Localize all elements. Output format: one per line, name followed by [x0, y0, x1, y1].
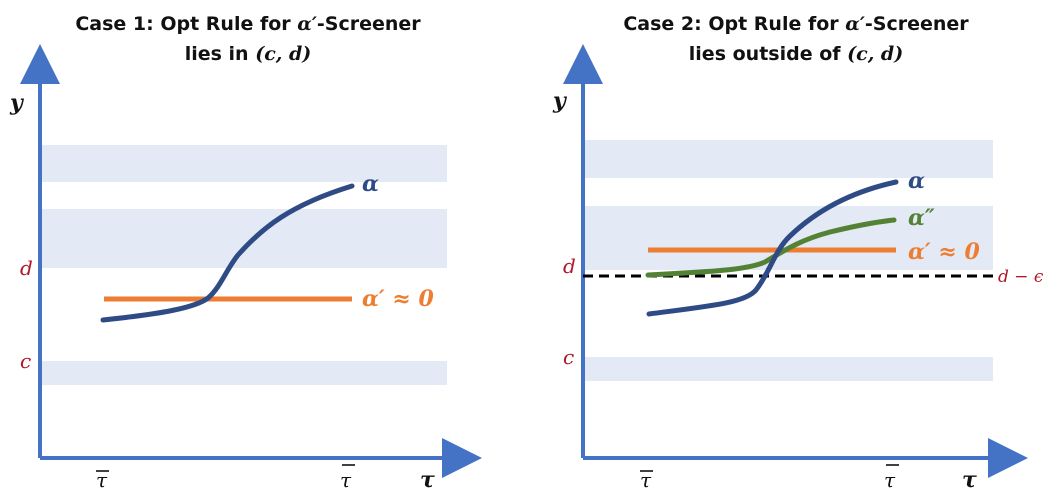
- panel-1-label-alpha: α: [362, 171, 379, 197]
- panel-case-1: Case 1: Opt Rule for α′-Screener lies in…: [9, 13, 482, 493]
- panel-1-x-axis-label: τ: [420, 467, 435, 493]
- panel-1-band-top: [42, 145, 447, 182]
- panel-2-alpha-curve: [646, 179, 899, 317]
- panel-2-y-axis-label: y: [552, 88, 568, 114]
- panel-2-band-top: [585, 140, 993, 178]
- panel-2-label-c: c: [563, 345, 574, 369]
- panel-1-tick-tau-low: τ: [96, 468, 108, 492]
- panel-2-band-bottom: [585, 357, 993, 381]
- panel-2-tick-tau-low: τ: [640, 468, 652, 492]
- panel-1-alpha-curve: [100, 183, 355, 323]
- panel-2-label-d: d: [563, 254, 576, 278]
- panel-2-label-d-minus-epsilon: d − ϵ: [998, 267, 1044, 287]
- panel-1-band-middle: [42, 209, 447, 268]
- panel-1-label-c: c: [20, 349, 31, 373]
- panel-1-band-bottom: [42, 361, 447, 385]
- panel-2-label-alpha: α: [908, 168, 925, 194]
- panel-2-title-line-1: Case 2: Opt Rule for α′-Screener: [623, 13, 969, 35]
- panel-case-2: Case 2: Opt Rule for α′-Screener lies ou…: [552, 13, 1044, 493]
- panel-2-label-alpha-prime: α′ ≈ 0: [908, 239, 980, 265]
- panel-1-title-line-2: lies in (c, d): [185, 43, 312, 65]
- panel-1-title-line-1: Case 1: Opt Rule for α′-Screener: [75, 13, 421, 35]
- panel-1-label-d: d: [20, 256, 33, 280]
- panel-2-title-line-2: lies outside of (c, d): [689, 43, 903, 65]
- panel-1-label-alpha-prime: α′ ≈ 0: [362, 286, 434, 312]
- panel-2-label-alpha-double-prime: α″: [908, 205, 935, 231]
- panel-1-y-axis-label: y: [9, 90, 25, 116]
- panel-1-tick-tau-high: τ: [340, 468, 352, 492]
- panel-2-tick-tau-high: τ: [884, 468, 896, 492]
- panel-2-x-axis-label: τ: [962, 467, 977, 493]
- panel-2-alpha-double-prime-curve: [645, 217, 897, 278]
